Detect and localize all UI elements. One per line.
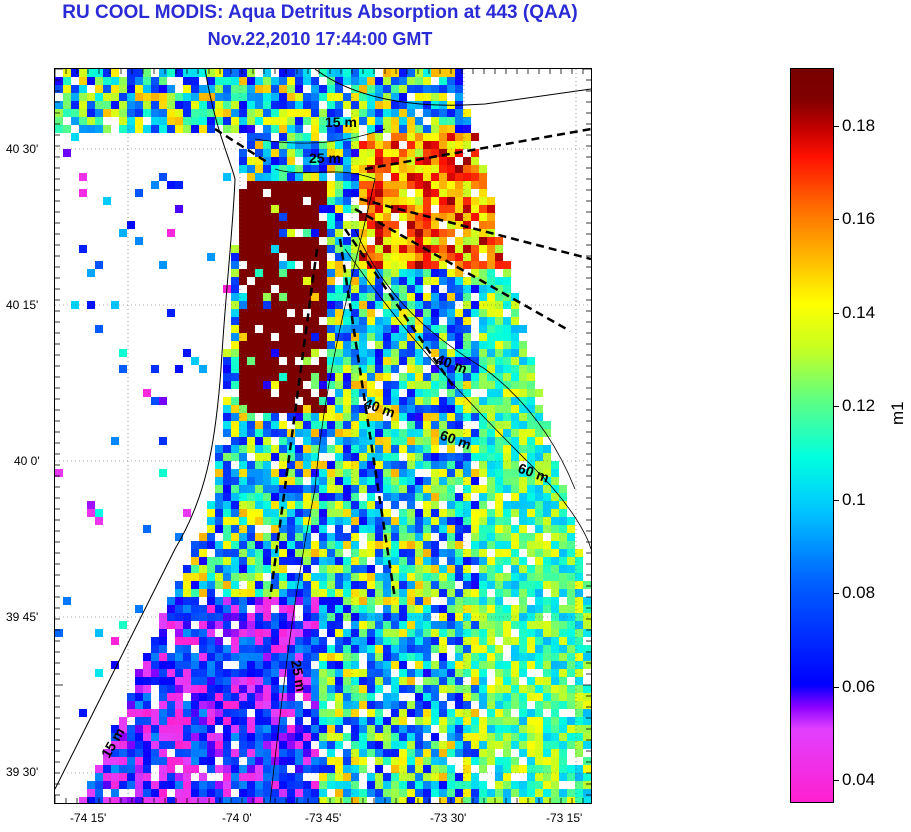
lon-tick-1: -74 15' (70, 811, 107, 825)
lon-tick-3: -73 45' (305, 811, 342, 825)
lat-tick-5: 39 30' (6, 765, 39, 779)
transect-line (268, 248, 319, 600)
depth-contour-15m (254, 128, 386, 144)
colorbar-tick (833, 500, 839, 501)
contour-label: 15 m (325, 114, 357, 130)
colorbar-label: 0.06 (842, 677, 876, 696)
lat-tick-2: 40 15' (6, 298, 39, 312)
lat-tick-3: 40 0' (14, 454, 40, 468)
colorbar-unit: m1 (888, 401, 907, 425)
map-title: RU COOL MODIS: Aqua Detritus Absorption … (62, 2, 578, 23)
contour-label: 25 m (309, 150, 341, 166)
map-subtitle: Nov.22,2010 17:44:00 GMT (207, 29, 433, 49)
transect-line (338, 238, 397, 600)
transect-line (354, 207, 571, 333)
colorbar-label: 0.04 (842, 770, 876, 789)
lon-tick-4: -73 30' (430, 811, 467, 825)
colorbar-tick (833, 687, 839, 688)
lat-tick-1: 40 30' (6, 142, 39, 156)
colorbar-label: 0.08 (842, 583, 876, 602)
lat-tick-4: 39 45' (6, 610, 39, 624)
depth-contour-60m (344, 248, 591, 550)
colorbar-label: 0.1 (842, 490, 866, 509)
depth-contour-40m (354, 228, 576, 490)
lon-tick-2: -74 0' (222, 811, 252, 825)
transect-line (343, 228, 457, 390)
colorbar-tick (833, 406, 839, 407)
colorbar-label: 0.14 (842, 303, 876, 322)
coastline (55, 69, 236, 790)
colorbar-label: 0.18 (842, 116, 876, 135)
colorbar-tick (833, 219, 839, 220)
transect-line (359, 197, 591, 261)
colorbar-tick (833, 780, 839, 781)
colorbar (790, 68, 834, 803)
contour-label: 25 m (288, 659, 309, 693)
lon-tick-5: -73 15' (546, 811, 583, 825)
data-pixel-layer (55, 69, 591, 803)
colorbar-label: 0.16 (842, 209, 876, 228)
long-island-coast (314, 69, 591, 106)
depth-contour-25m (269, 168, 376, 803)
transect-line (214, 127, 271, 166)
satellite-map: 15 m25 m40 m40 m60 m60 m25 m15 m (55, 69, 591, 803)
colorbar-tick (833, 593, 839, 594)
colorbar-label: 0.12 (842, 396, 876, 415)
colorbar-tick (833, 126, 839, 127)
map-panel: 15 m 25 m 40 m 40 m 60 m 60 m 25 m 15 m (54, 68, 592, 804)
colorbar-tick (833, 313, 839, 314)
